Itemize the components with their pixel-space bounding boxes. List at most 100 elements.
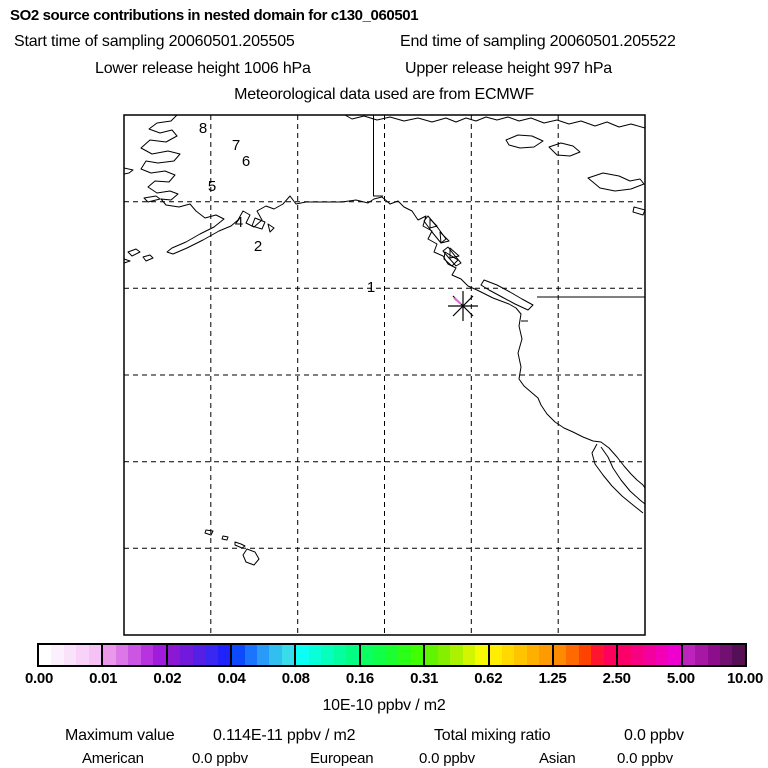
trajectory-marker-4: 4	[235, 214, 243, 231]
trajectory-marker-7: 7	[232, 137, 240, 154]
receptor-star-arm	[452, 295, 474, 317]
colorbar-tick-label: 0.62	[474, 670, 503, 687]
colorbar-cell	[333, 645, 347, 665]
islands-arctic	[505, 134, 645, 216]
end-time-line: End time of sampling 20060501.205522	[400, 33, 676, 51]
colorbar-cell	[373, 645, 386, 665]
colorbar-cell	[618, 645, 631, 665]
plot-title: SO2 source contributions in nested domai…	[10, 7, 419, 24]
colorbar-cell	[346, 645, 359, 665]
colorbar-segment	[165, 645, 231, 665]
trajectory-marker-2: 2	[254, 238, 262, 255]
island-yukon-delta	[143, 195, 161, 203]
colorbar-cell	[655, 645, 669, 665]
colorbar-cell	[695, 645, 708, 665]
colorbar-cell	[410, 645, 424, 665]
political-border-alaska-yukon	[373, 115, 383, 197]
colorbar-cell	[281, 645, 295, 665]
colorbar	[37, 643, 747, 667]
colorbar-cell	[526, 645, 540, 665]
colorbar-tick-label: 0.00	[25, 670, 53, 687]
colorbar-tick-label: 0.08	[281, 670, 310, 687]
colorbar-cell	[501, 645, 515, 665]
upper-release-label: Upper release height	[405, 60, 550, 77]
colorbar-segment	[423, 645, 488, 665]
colorbar-cell	[643, 645, 656, 665]
colorbar-cell	[153, 645, 166, 665]
trajectory-markers: 8 76 5 42 1	[199, 120, 375, 296]
colorbar-segment	[39, 645, 102, 665]
colorbar-cell	[88, 645, 102, 665]
colorbar-cell	[437, 645, 451, 665]
colorbar-cell	[489, 645, 502, 665]
colorbar-segment	[616, 645, 681, 665]
map-border	[123, 114, 646, 636]
colorbar-cell	[308, 645, 322, 665]
colorbar-cell	[167, 645, 181, 665]
colorbar-cell	[192, 645, 206, 665]
colorbar-unit-label: 10E-10 ppbv / m2	[322, 697, 446, 714]
colorbar-tick-label: 1.25	[538, 670, 567, 687]
colorbar-tick-label: 0.16	[345, 670, 374, 687]
coastline-baja	[591, 443, 645, 514]
colorbar-cell	[180, 645, 193, 665]
colorbar-cell	[668, 645, 681, 665]
colorbar-cell	[51, 645, 64, 665]
receptor-deposit-accent	[453, 297, 462, 305]
colorbar-tick-labels: 0.00 0.01 0.02 0.04 0.08 0.16 0.31 0.62 1.25 2.50…	[0, 670, 768, 688]
colorbar-tick-label: 0.04	[217, 670, 246, 687]
upper-release-value: 997 hPa	[553, 60, 613, 77]
colorbar-cell	[63, 645, 77, 665]
islands-alexander-archipelago	[429, 218, 460, 267]
source-american-label: American	[82, 750, 144, 767]
trajectory-marker-8: 8	[199, 120, 207, 137]
start-time-label: Start time of sampling	[14, 33, 165, 50]
colorbar-cell	[450, 645, 463, 665]
colorbar-cell	[539, 645, 552, 665]
trajectory-marker-1: 1	[367, 279, 375, 296]
max-value: 0.114E-11 ppbv / m2	[213, 727, 356, 744]
colorbar-tick-label: 0.02	[153, 670, 182, 687]
meteo-source-line: Meteorological data used are from ECMWF	[234, 86, 534, 103]
colorbar-cell	[244, 645, 258, 665]
lower-release-label: Lower release height	[95, 60, 240, 77]
colorbar-tick-label: 10.00	[726, 670, 764, 687]
islands-aleutian	[124, 248, 154, 264]
colorbar-cell	[232, 645, 245, 665]
islands-kodiak	[251, 217, 275, 233]
colorbar-cell	[115, 645, 129, 665]
colorbar-cell	[269, 645, 282, 665]
start-time-line: Start time of sampling 20060501.205505	[14, 33, 295, 51]
coastline-arctic	[344, 115, 645, 129]
source-european-label: European	[310, 750, 374, 767]
colorbar-segment	[358, 645, 424, 665]
colorbar-cell	[128, 645, 141, 665]
colorbar-segment	[230, 645, 295, 665]
colorbar-cell	[566, 645, 579, 665]
coastline-alaska-westcoast	[140, 115, 645, 489]
colorbar-cell	[630, 645, 644, 665]
colorbar-cell	[76, 645, 89, 665]
colorbar-segment	[680, 645, 745, 665]
trajectory-marker-6: 6	[242, 153, 250, 170]
colorbar-segment	[551, 645, 617, 665]
colorbar-cell	[217, 645, 231, 665]
colorbar-tick-label: 0.01	[89, 670, 118, 687]
source-asian-label: Asian	[539, 750, 576, 767]
colorbar-cell	[140, 645, 154, 665]
colorbar-cell	[462, 645, 476, 665]
colorbar-cell	[732, 645, 745, 665]
end-time-label: End time of sampling	[400, 33, 546, 50]
colorbar-cell	[720, 645, 733, 665]
source-european-value: 0.0 ppbv	[419, 750, 475, 767]
island-vancouver	[480, 279, 534, 311]
colorbar-cell	[39, 645, 52, 665]
receptor-star-marker	[448, 291, 478, 321]
colorbar-cell	[475, 645, 488, 665]
trajectory-marker-5: 5	[208, 178, 216, 195]
colorbar-cell	[514, 645, 527, 665]
source-american-value: 0.0 ppbv	[192, 750, 248, 767]
colorbar-cell	[257, 645, 270, 665]
max-value-label: Maximum value	[65, 727, 175, 744]
